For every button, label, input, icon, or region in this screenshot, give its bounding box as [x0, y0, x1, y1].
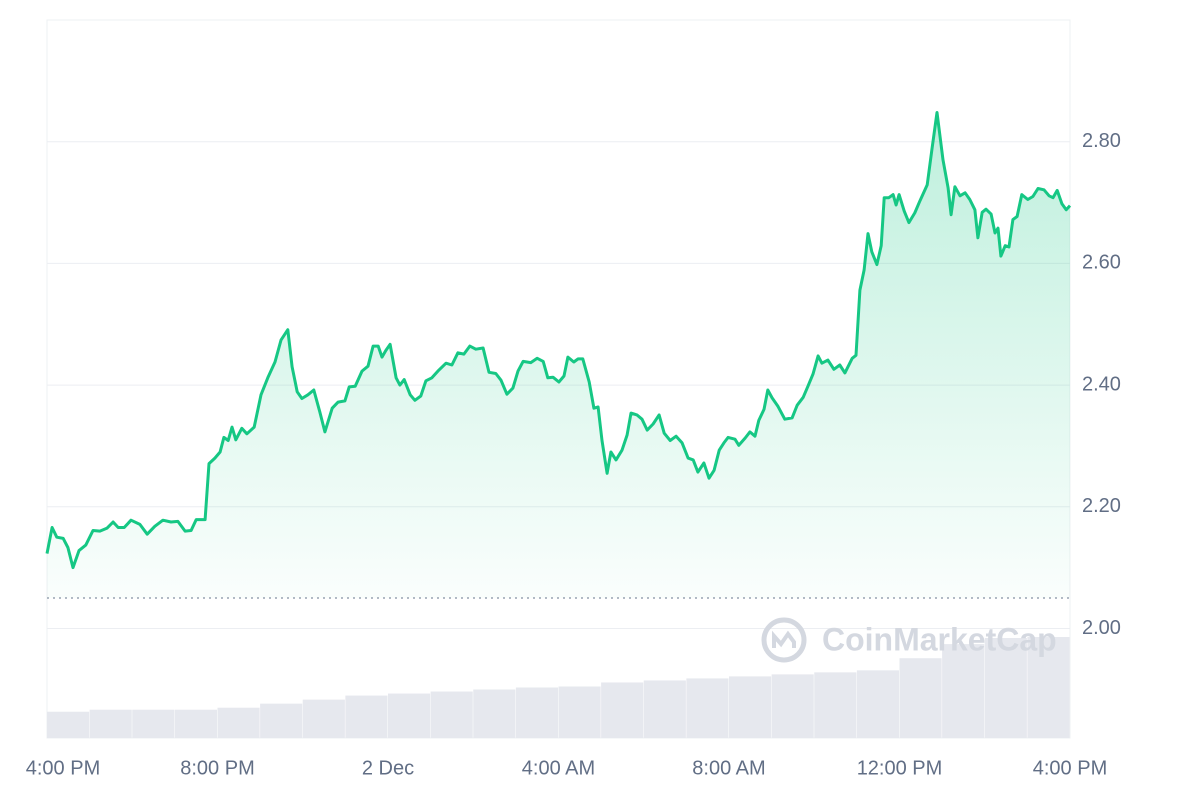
price-line [45, 111, 1072, 570]
watermark-logo [761, 617, 807, 663]
volume-bar [601, 682, 644, 738]
y-tick-label: 2.80 [1082, 130, 1121, 152]
volume-bar [942, 644, 985, 738]
volume-bar [217, 707, 260, 738]
volume-bar [771, 674, 814, 738]
x-tick-label: 8:00 PM [180, 757, 254, 779]
volume-bar [984, 638, 1027, 738]
volume-bar [856, 670, 899, 738]
volume-bar [814, 672, 857, 738]
volume-bar [643, 680, 686, 738]
volume-bar [174, 709, 217, 738]
x-tick-label: 4:00 PM [1033, 757, 1107, 779]
y-tick-label: 2.20 [1082, 495, 1121, 517]
volume-bar [1027, 637, 1070, 738]
volume-bar [686, 678, 729, 738]
volume-bar [515, 687, 558, 738]
price-area [47, 112, 1070, 599]
volume-bar [473, 689, 516, 738]
y-tick-label: 2.00 [1082, 617, 1121, 639]
volume-bar [558, 686, 601, 738]
plot-layer [45, 111, 1072, 738]
volume-bar [89, 709, 132, 738]
x-tick-label: 4:00 PM [26, 757, 100, 779]
x-tick-label: 2 Dec [362, 757, 414, 779]
volume-bar [729, 676, 772, 738]
x-tick-label: 8:00 AM [692, 757, 765, 779]
volume-bar [345, 695, 388, 738]
watermark: CoinMarketCap [822, 621, 1057, 657]
volume-bar [47, 711, 90, 738]
x-tick-label: 12:00 PM [857, 757, 943, 779]
volume-bar [302, 699, 345, 738]
y-tick-label: 2.40 [1082, 373, 1121, 395]
volume-bar [388, 693, 431, 738]
x-tick-label: 4:00 AM [522, 757, 595, 779]
volume-bar [132, 709, 175, 738]
volume-bar [899, 658, 942, 738]
y-tick-label: 2.60 [1082, 252, 1121, 274]
volume-bar [260, 703, 303, 738]
volume-bar [430, 691, 473, 738]
